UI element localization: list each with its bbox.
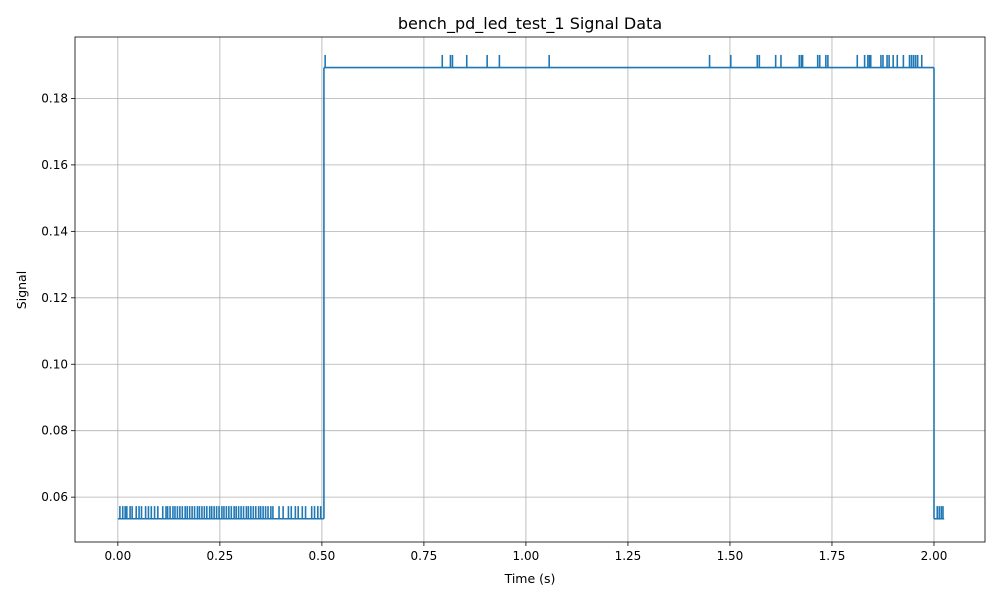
x-tick-label: 1.00 <box>513 549 540 563</box>
x-tick-label: 2.00 <box>921 549 948 563</box>
x-tick-label: 0.00 <box>104 549 131 563</box>
axes-frame <box>74 36 986 543</box>
x-tick-label: 0.75 <box>411 549 438 563</box>
x-axis-ticks: 0.00 0.25 0.50 0.75 1.00 1.25 1.50 1.75 2.00 <box>104 542 947 563</box>
grid-lines <box>75 37 985 542</box>
x-tick-label: 1.25 <box>615 549 642 563</box>
x-tick-label: 0.25 <box>207 549 234 563</box>
y-tick-label: 0.16 <box>41 158 68 172</box>
y-axis-label: Signal <box>14 271 29 309</box>
y-tick-label: 0.10 <box>41 357 68 371</box>
y-tick-label: 0.14 <box>41 224 68 238</box>
y-tick-label: 0.12 <box>41 291 68 305</box>
x-tick-label: 1.50 <box>717 549 744 563</box>
x-axis-label: Time (s) <box>504 571 556 586</box>
y-tick-label: 0.06 <box>41 490 68 504</box>
x-tick-label: 1.75 <box>819 549 846 563</box>
x-tick-label: 0.50 <box>309 549 336 563</box>
y-tick-label: 0.08 <box>41 424 68 438</box>
y-tick-label: 0.18 <box>41 91 68 105</box>
chart-title: bench_pd_led_test_1 Signal Data <box>398 14 662 34</box>
plot-area <box>117 54 945 520</box>
y-axis-ticks: 0.06 0.08 0.10 0.12 0.14 0.16 0.18 <box>41 91 75 504</box>
